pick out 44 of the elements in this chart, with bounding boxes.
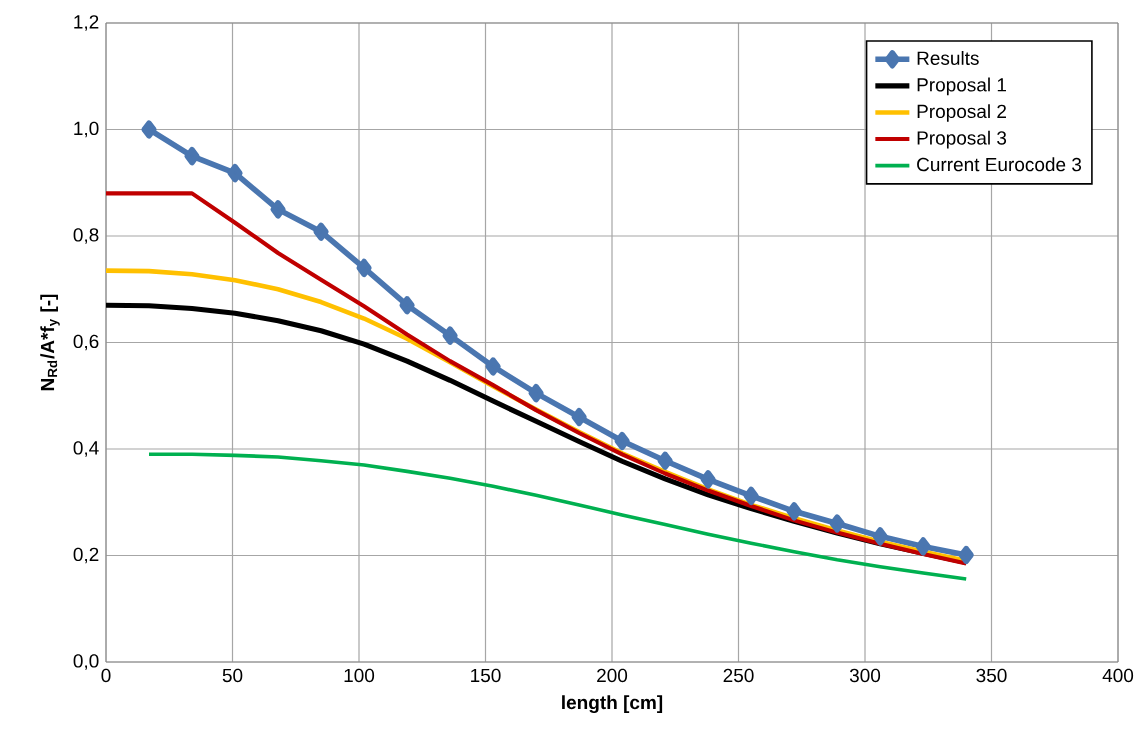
legend-label: Proposal 3 [917, 130, 1007, 149]
y-axis-title: N$_{Rd}$/A*f$_{y}$ [-] [40, 294, 60, 391]
y-tick-label: 0,8 [73, 228, 99, 244]
y-tick-label: 0,4 [73, 441, 99, 457]
legend-label: Proposal 1 [917, 77, 1006, 96]
x-tick-label: 250 [723, 668, 754, 683]
point [313, 222, 329, 241]
point [399, 296, 415, 315]
point [141, 120, 157, 139]
legend-label: Proposal 2 [917, 104, 1006, 122]
legend-label: Current Eurocode 3 [917, 157, 1082, 172]
point [743, 486, 759, 506]
x-tick-label: 200 [597, 668, 628, 683]
point [872, 527, 888, 546]
y-tick-label: 0,2 [73, 547, 99, 564]
point [614, 431, 630, 451]
x-tick-label: 300 [849, 668, 881, 683]
legend-label: Results [917, 50, 979, 65]
y-tick-label: 0,6 [73, 334, 99, 351]
point [356, 258, 372, 278]
line-series [147, 452, 968, 581]
x-tick-label: 350 [976, 668, 1007, 683]
point [184, 146, 200, 166]
x-tick-label: 0 [101, 668, 111, 683]
y-tick-label: 0,0 [73, 654, 99, 670]
x-tick-label: 100 [344, 668, 375, 683]
point [528, 383, 544, 403]
point [485, 357, 501, 376]
x-tick-label: 150 [471, 668, 501, 683]
point [915, 537, 931, 556]
y-tick-label: 1,2 [74, 15, 99, 31]
x-tick-label: 50 [222, 668, 243, 683]
point [786, 502, 802, 521]
y-tick-label: 1,0 [74, 121, 99, 138]
point [700, 470, 716, 489]
x-tick-label: 400 [1102, 668, 1134, 683]
point [442, 326, 458, 345]
point [657, 451, 673, 470]
point [227, 164, 243, 183]
point [571, 407, 587, 427]
point [829, 514, 845, 533]
x-axis-title: length [cm] [562, 695, 663, 714]
point [270, 200, 286, 219]
point [958, 545, 974, 565]
